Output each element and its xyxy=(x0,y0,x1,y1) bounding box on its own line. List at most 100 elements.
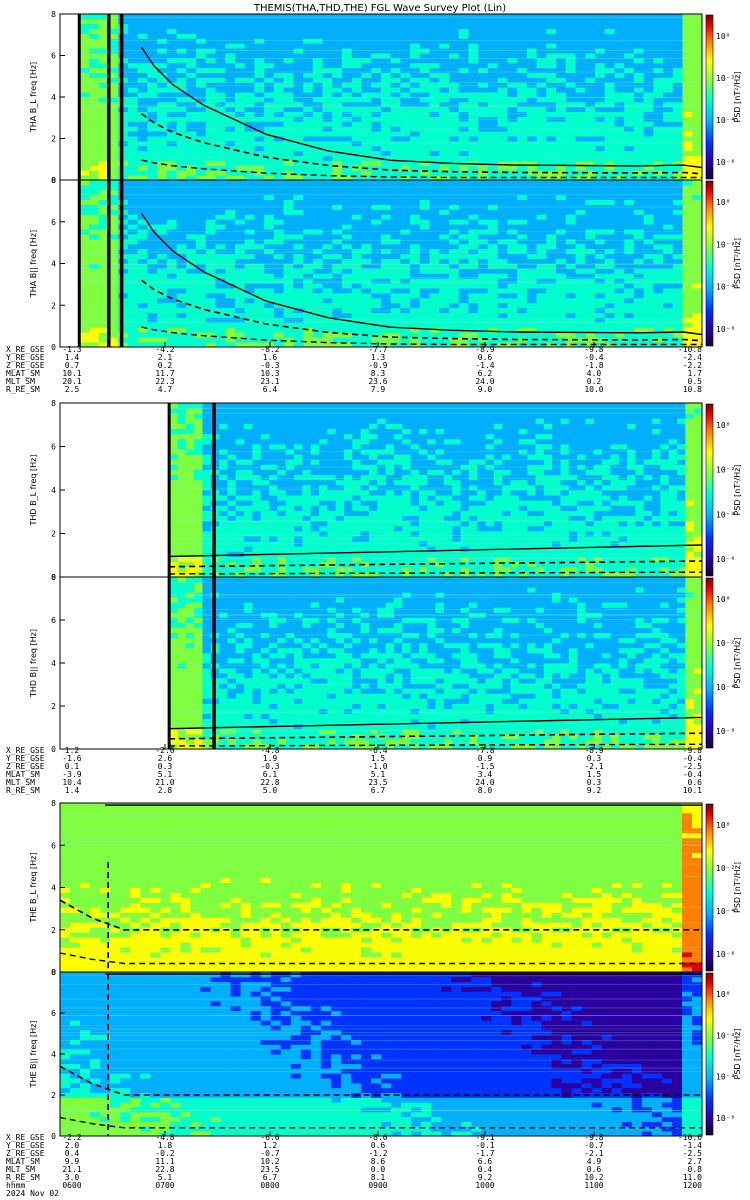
heatmap-cell xyxy=(449,194,460,201)
heatmap-cell xyxy=(663,189,674,196)
heatmap-cell xyxy=(361,43,372,49)
heatmap-cell xyxy=(303,38,314,44)
heatmap-cell xyxy=(147,165,158,171)
heatmap-cell xyxy=(277,510,287,516)
heatmap-cell xyxy=(137,82,148,88)
heatmap-cell xyxy=(633,18,645,25)
heatmap-cell xyxy=(196,175,207,181)
heatmap-cell xyxy=(624,111,635,117)
heatmap-cell xyxy=(624,87,635,93)
heatmap-cell xyxy=(371,283,382,289)
heatmap-cell xyxy=(429,199,440,205)
heatmap-cell xyxy=(225,238,236,245)
heatmap-cell xyxy=(283,189,294,196)
heatmap-cell xyxy=(653,194,664,201)
heatmap-cell xyxy=(283,38,294,44)
heatmap-cell xyxy=(663,302,674,309)
heatmap-cell xyxy=(594,82,606,88)
heatmap-cell xyxy=(546,150,557,156)
heatmap-cell xyxy=(108,92,119,98)
heatmap-cell xyxy=(371,253,382,259)
heatmap-cell xyxy=(517,92,528,98)
heatmap-cell xyxy=(653,87,664,93)
heatmap-cell xyxy=(312,219,323,225)
heatmap-cell xyxy=(526,209,537,215)
heatmap-cell xyxy=(478,92,489,98)
heatmap-cell xyxy=(556,97,567,103)
heatmap-cell xyxy=(526,67,537,73)
heatmap-cell xyxy=(234,97,246,103)
heatmap-cell xyxy=(692,38,703,44)
heatmap-cell xyxy=(410,131,421,137)
heatmap-cell xyxy=(283,97,294,103)
heatmap-cell xyxy=(264,67,275,73)
heatmap-cell xyxy=(166,283,177,289)
heatmap-cell xyxy=(672,229,683,235)
heatmap-cell xyxy=(176,28,187,34)
heatmap-cell xyxy=(526,150,537,156)
heatmap-cell xyxy=(332,53,343,59)
heatmap-cell xyxy=(254,307,265,314)
heatmap-cell xyxy=(663,322,674,328)
heatmap-cell xyxy=(419,307,430,314)
heatmap-cell xyxy=(371,87,382,93)
heatmap-cell xyxy=(176,322,187,328)
heatmap-cell xyxy=(225,170,236,176)
heatmap-cell xyxy=(215,327,226,333)
heatmap-cell xyxy=(137,288,148,294)
heatmap-cell xyxy=(565,297,576,304)
heatmap-cell xyxy=(147,18,158,25)
heatmap-cell xyxy=(643,23,654,30)
heatmap-cell xyxy=(88,62,100,69)
heatmap-cell xyxy=(390,145,401,152)
heatmap-cell xyxy=(585,292,596,299)
heatmap-cell xyxy=(215,48,226,54)
heatmap-cell xyxy=(273,307,284,314)
heatmap-cell xyxy=(341,327,353,333)
heatmap-cell xyxy=(497,253,508,259)
heatmap-cell xyxy=(194,428,203,435)
heatmap-cell xyxy=(196,18,207,25)
heatmap-cell xyxy=(322,72,333,78)
heatmap-cell xyxy=(692,243,703,250)
heatmap-cell xyxy=(692,67,703,73)
heatmap-cell xyxy=(497,14,508,20)
heatmap-cell xyxy=(429,184,440,191)
heatmap-cell xyxy=(293,18,304,25)
heatmap-cell xyxy=(351,297,362,304)
heatmap-cell xyxy=(624,297,635,304)
heatmap-cell xyxy=(380,18,392,25)
heatmap-cell xyxy=(497,140,508,147)
heatmap-cell xyxy=(692,131,703,137)
heatmap-cell xyxy=(565,180,576,186)
heatmap-cell xyxy=(185,546,195,552)
heatmap-cell xyxy=(196,101,207,108)
heatmap-cell xyxy=(273,327,284,333)
heatmap-cell xyxy=(390,48,401,54)
heatmap-cell xyxy=(663,87,674,93)
heatmap-cell xyxy=(147,101,158,108)
heatmap-cell xyxy=(176,38,187,44)
heatmap-cell xyxy=(692,150,703,156)
heatmap-cell xyxy=(127,194,139,201)
heatmap-cell xyxy=(614,14,625,20)
heatmap-cell xyxy=(273,292,284,299)
heatmap-cell xyxy=(166,140,177,147)
heatmap-cell xyxy=(458,219,469,225)
heatmap-cell xyxy=(322,214,333,220)
heatmap-cell xyxy=(653,219,664,225)
heatmap-cell xyxy=(312,258,323,264)
heatmap-cell xyxy=(79,224,90,230)
heatmap-cell xyxy=(177,556,187,563)
heatmap-cell xyxy=(682,224,693,230)
heatmap-cell xyxy=(487,189,499,196)
heatmap-cell xyxy=(225,14,236,20)
heatmap-cell xyxy=(594,145,606,152)
heatmap-cell xyxy=(157,136,168,142)
heatmap-cell xyxy=(594,180,606,186)
heatmap-cell xyxy=(283,140,294,147)
heatmap-cell xyxy=(312,150,323,156)
heatmap-cell xyxy=(108,87,119,93)
heatmap-cell xyxy=(487,67,499,73)
